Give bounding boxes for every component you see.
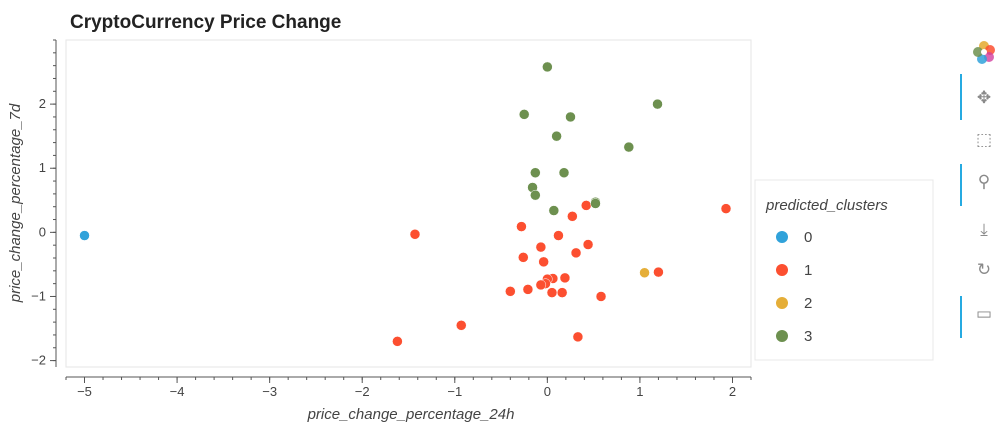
scatter-point-cluster-1[interactable] [720, 203, 732, 214]
scatter-point-cluster-1[interactable] [522, 284, 534, 295]
scatter-point-cluster-1[interactable] [546, 287, 558, 298]
pan-icon[interactable]: ✥ [976, 88, 992, 108]
axes: −5 −4 −3 −2 −1 0 1 2 −2 −1 0 1 2 [31, 39, 752, 399]
x-tick-label: 0 [544, 384, 551, 399]
data-points[interactable] [79, 61, 732, 347]
hover-icon[interactable]: ▭ [975, 304, 993, 324]
scatter-point-cluster-2[interactable] [639, 267, 650, 278]
scatter-point-cluster-1[interactable] [582, 239, 594, 250]
wheel-zoom-icon[interactable]: ⚲ [977, 172, 991, 192]
scatter-point-cluster-1[interactable] [538, 256, 549, 268]
reset-icon[interactable]: ↻ [976, 260, 992, 280]
bokeh-logo-icon[interactable] [970, 38, 998, 66]
scatter-point-cluster-1[interactable] [535, 279, 547, 291]
scatter-point-cluster-3[interactable] [652, 98, 663, 110]
scatter-point-cluster-1[interactable] [572, 331, 584, 343]
scatter-point-cluster-1[interactable] [516, 221, 527, 232]
active-tool-indicator [960, 296, 962, 338]
y-tick-label: −1 [31, 288, 46, 303]
scatter-point-cluster-1[interactable] [567, 211, 578, 222]
x-tick-label: −2 [355, 384, 370, 399]
scatter-point-cluster-1[interactable] [556, 287, 568, 298]
scatter-point-cluster-3[interactable] [518, 109, 530, 120]
scatter-point-cluster-3[interactable] [542, 61, 553, 73]
scatter-point-cluster-3[interactable] [558, 167, 570, 178]
plot-frame [65, 39, 752, 368]
x-tick-label: −4 [170, 384, 185, 399]
scatter-point-cluster-3[interactable] [530, 167, 541, 178]
box-zoom-icon[interactable]: ⬚ [975, 130, 993, 150]
scatter-point-cluster-1[interactable] [535, 241, 547, 253]
x-tick-label: 1 [636, 384, 643, 399]
legend-label: 2 [804, 295, 812, 312]
y-tick-label: 1 [39, 160, 46, 175]
x-tick-label: 2 [729, 384, 736, 399]
scatter-point-cluster-1[interactable] [595, 291, 607, 302]
scatter-point-cluster-1[interactable] [518, 252, 529, 263]
scatter-point-cluster-1[interactable] [570, 247, 582, 259]
legend-swatch [776, 264, 788, 276]
x-tick-label: −5 [77, 384, 92, 399]
scatter-point-cluster-1[interactable] [505, 286, 516, 297]
legend: predicted_clusters 0 1 2 3 [754, 179, 934, 361]
scatter-point-cluster-3[interactable] [548, 205, 560, 216]
y-tick-label: 2 [39, 96, 46, 111]
legend-swatch [776, 231, 788, 243]
scatter-point-cluster-1[interactable] [392, 336, 403, 347]
y-tick-label: 0 [39, 224, 46, 239]
active-tool-indicator [960, 74, 962, 120]
plot-toolbar: ✥ ⬚ ⚲ ⤓ ↻ ▭ [960, 34, 1000, 354]
scatter-point-cluster-1[interactable] [559, 272, 571, 284]
save-icon[interactable]: ⤓ [980, 220, 988, 240]
scatter-point-cluster-1[interactable] [580, 200, 592, 211]
legend-swatch [776, 330, 788, 342]
scatter-point-cluster-1[interactable] [653, 266, 664, 278]
scatter-point-cluster-3[interactable] [623, 141, 635, 153]
y-axis-label: price_change_percentage_7d [7, 103, 24, 303]
legend-label: 0 [804, 229, 812, 246]
scatter-point-cluster-3[interactable] [565, 111, 576, 123]
scatter-point-cluster-1[interactable] [409, 229, 421, 240]
x-axis-label: price_change_percentage_24h [307, 406, 515, 423]
legend-swatch [776, 297, 788, 309]
scatter-point-cluster-1[interactable] [456, 320, 467, 331]
scatter-point-cluster-3[interactable] [590, 198, 601, 209]
legend-label: 3 [804, 328, 812, 345]
y-tick-label: −2 [31, 353, 46, 368]
legend-title: predicted_clusters [765, 197, 888, 214]
scatter-point-cluster-0[interactable] [79, 230, 90, 241]
x-tick-label: −3 [262, 384, 277, 399]
scatter-point-cluster-1[interactable] [553, 230, 564, 241]
scatter-point-cluster-3[interactable] [551, 130, 562, 142]
x-tick-label: −1 [447, 384, 462, 399]
scatter-point-cluster-3[interactable] [530, 189, 541, 201]
legend-label: 1 [804, 262, 812, 279]
active-tool-indicator [960, 164, 962, 206]
chart-title: CryptoCurrency Price Change [70, 12, 341, 33]
